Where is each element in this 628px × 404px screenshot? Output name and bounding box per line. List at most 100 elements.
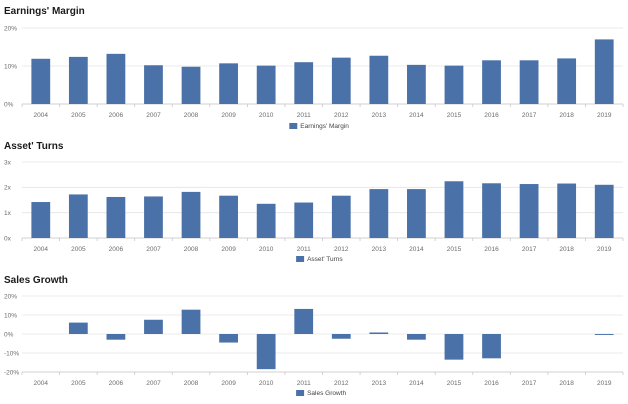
legend-label: Sales Growth	[307, 390, 346, 397]
y-tick-label: 3x	[4, 159, 12, 166]
bar-2019	[594, 39, 614, 104]
x-tick-label: 2007	[146, 246, 161, 253]
y-tick-label: 0x	[4, 235, 12, 242]
x-tick-label: 2012	[334, 380, 349, 387]
bar-2011	[294, 62, 314, 104]
y-tick-label: 2x	[4, 185, 12, 192]
y-tick-label: -20%	[4, 369, 19, 376]
bar-2012	[331, 195, 351, 238]
legend-label: Asset' Turns	[307, 256, 343, 263]
x-tick-label: 2019	[597, 112, 612, 119]
x-tick-label: 2004	[34, 112, 49, 119]
bar-2018	[557, 183, 577, 238]
bar-2017	[519, 184, 539, 238]
x-tick-label: 2005	[71, 380, 86, 387]
x-tick-label: 2018	[559, 112, 574, 119]
x-tick-label: 2013	[372, 246, 387, 253]
legend-swatch	[289, 123, 298, 129]
x-tick-label: 2017	[522, 112, 537, 119]
x-tick-label: 2005	[71, 112, 86, 119]
bar-2016	[482, 183, 501, 238]
bar-2006	[106, 196, 126, 238]
x-tick-label: 2014	[409, 246, 424, 253]
x-tick-label: 2019	[597, 380, 612, 387]
bar-2005	[68, 56, 88, 104]
x-tick-label: 2014	[409, 380, 424, 387]
x-tick-label: 2006	[109, 246, 124, 253]
bar-2005	[68, 322, 88, 334]
bar-2008	[181, 66, 201, 104]
x-tick-label: 2019	[597, 246, 612, 253]
x-tick-label: 2009	[221, 380, 236, 387]
x-tick-label: 2015	[447, 246, 462, 253]
x-tick-label: 2016	[484, 380, 499, 387]
y-tick-label: 0%	[4, 101, 14, 108]
x-tick-label: 2007	[146, 112, 161, 119]
x-tick-label: 2016	[484, 246, 499, 253]
y-tick-label: 20%	[4, 293, 17, 300]
x-tick-label: 2011	[297, 380, 311, 387]
chart-sales-growth: Sales Growth -20% -10% 0% 10% 20% 2004 2005 2006…	[4, 275, 624, 397]
x-tick-label: 2013	[372, 380, 387, 387]
y-tick-label: 10%	[4, 312, 17, 319]
x-tick-label: 2014	[409, 112, 424, 119]
chart-title: Sales Growth	[4, 275, 68, 286]
bar-2007	[144, 65, 163, 104]
bar-2011	[294, 202, 314, 238]
x-tick-label: 2011	[297, 246, 311, 253]
y-tick-label: 0%	[4, 331, 14, 338]
x-tick-label: 2004	[34, 246, 49, 253]
bar-2015	[444, 181, 464, 238]
x-tick-label: 2013	[372, 112, 387, 119]
x-tick-label: 2009	[221, 246, 236, 253]
x-tick-label: 2016	[484, 112, 499, 119]
bar-2014	[407, 189, 426, 238]
x-tick-label: 2008	[184, 112, 199, 119]
y-tick-label: 20%	[4, 25, 17, 32]
legend[interactable]: Earnings' Margin	[289, 123, 349, 130]
bar-2005	[68, 194, 88, 238]
x-tick-label: 2011	[297, 112, 311, 119]
chart-earnings-margin: Earnings' Margin 0% 10% 20% 2004 2005 2006 2007…	[4, 6, 624, 130]
x-tick-label: 2015	[447, 112, 462, 119]
x-tick-label: 2004	[34, 380, 49, 387]
x-tick-label: 2005	[71, 246, 86, 253]
bar-2013	[369, 189, 389, 238]
x-tick-label: 2008	[184, 246, 199, 253]
x-tick-label: 2010	[259, 112, 274, 119]
y-tick-label: 1x	[4, 210, 12, 217]
legend-label: Earnings' Margin	[300, 123, 349, 130]
bar-2017	[519, 60, 539, 104]
chart-asset-turns: Asset' Turns 0x 1x 2x 3x 2004 2005 2006 2007 2008…	[4, 141, 624, 263]
x-tick-label: 2012	[334, 112, 349, 119]
x-tick-label: 2006	[109, 380, 124, 387]
bar-2009	[219, 195, 238, 238]
x-tick-label: 2012	[334, 246, 349, 253]
bar-2012	[331, 334, 351, 339]
legend-swatch	[296, 390, 305, 396]
x-tick-label: 2008	[184, 380, 199, 387]
chart-title: Earnings' Margin	[4, 6, 85, 17]
x-tick-label: 2010	[259, 246, 274, 253]
x-tick-label: 2017	[522, 380, 537, 387]
bar-2011	[294, 308, 314, 334]
bar-2012	[331, 57, 351, 104]
bar-2006	[106, 334, 126, 340]
bar-2004	[31, 58, 51, 104]
legend-swatch	[296, 256, 305, 262]
legend[interactable]: Asset' Turns	[296, 256, 343, 263]
chart-title: Asset' Turns	[4, 141, 64, 152]
bar-2016	[482, 60, 501, 104]
bar-2009	[219, 63, 238, 104]
x-tick-label: 2017	[522, 246, 537, 253]
bar-2010	[256, 65, 276, 104]
x-tick-label: 2006	[109, 112, 124, 119]
bar-2009	[219, 334, 238, 343]
bar-2013	[369, 55, 389, 104]
x-tick-label: 2007	[146, 380, 161, 387]
legend[interactable]: Sales Growth	[296, 390, 347, 397]
bar-2010	[256, 203, 276, 238]
x-tick-label: 2010	[259, 380, 274, 387]
